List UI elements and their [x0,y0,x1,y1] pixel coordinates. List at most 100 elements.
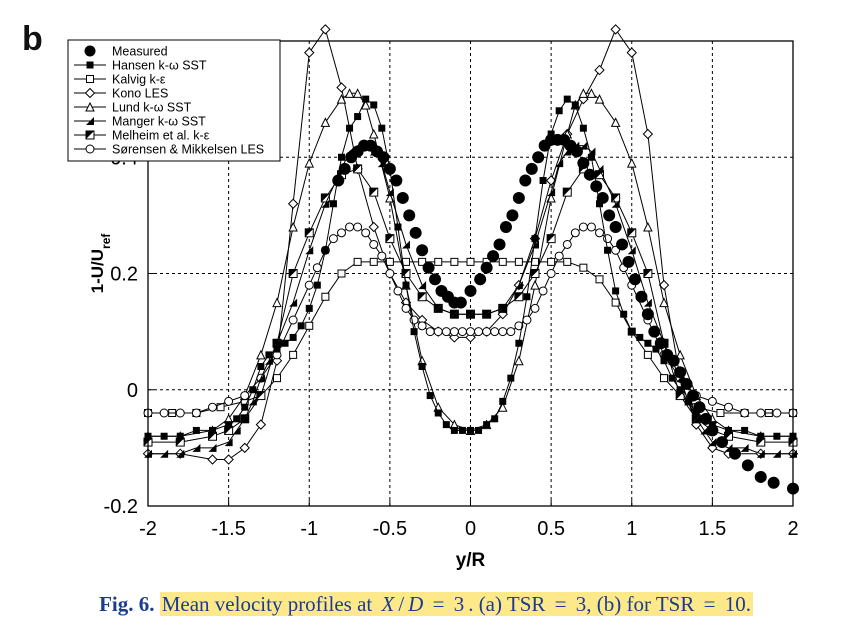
marker-fill [208,432,217,441]
data-point [531,235,539,243]
data-point [321,246,329,254]
x-tick-label: 0 [465,518,476,540]
data-point [426,392,434,400]
data-point [385,188,394,197]
x-tick-label: 0.5 [537,518,565,540]
data-point [249,386,257,394]
data-point [627,246,636,255]
data-point [628,273,641,286]
data-point [377,151,390,164]
data-point [390,174,403,187]
legend-marker [84,45,96,57]
data-point [393,286,403,296]
data-point [741,459,754,472]
data-point [756,449,765,458]
data-point [312,263,322,273]
data-point [725,426,732,434]
marker-fill [176,438,185,447]
data-point [596,191,609,204]
data-point [402,240,410,249]
x-tick-label: -1 [300,518,318,540]
data-point [706,424,719,437]
data-point [223,454,234,465]
data-point [369,239,379,249]
panel-label: b [22,20,43,58]
data-point [539,177,547,184]
data-point [514,292,524,302]
data-point [305,321,314,330]
data-point [636,333,644,341]
data-point [159,408,169,418]
data-point [288,221,298,232]
data-point [240,414,249,423]
data-point [394,223,402,231]
data-point [530,303,540,313]
data-point [475,426,483,434]
data-point [248,397,257,406]
data-point [741,426,749,434]
data-point [579,263,588,272]
data-point [288,269,298,278]
caption-fig-label: Fig. 6. [99,592,155,616]
data-point [338,153,345,161]
data-point [369,257,378,266]
data-point [321,199,330,208]
data-point [409,226,422,239]
caption-x: X [379,592,397,616]
data-point [562,239,572,249]
data-point [767,476,780,489]
data-point [620,310,628,318]
data-point [160,432,168,440]
data-point [337,228,346,238]
data-point [612,287,620,295]
data-point [525,162,538,175]
data-point [643,298,652,307]
data-point [216,403,225,412]
data-point [660,357,668,365]
data-point [514,355,524,366]
data-point [692,414,701,423]
data-point [434,257,443,266]
data-point [616,238,629,251]
data-point [498,304,507,313]
data-point [401,269,411,278]
data-point [273,374,281,383]
data-point [328,234,338,244]
caption-three: 3 [451,592,467,616]
data-point [273,345,281,353]
x-axis-label: y/R [456,550,486,571]
data-point [466,310,475,319]
legend-label: Measured [112,45,168,59]
data-point [643,221,653,232]
data-point [370,101,378,109]
legend-label: Sørensen & Mikkelsen LES [112,143,264,157]
data-point [345,222,355,232]
data-point [728,447,741,460]
caption-eq-b: = [701,592,718,616]
data-point [369,187,379,197]
data-point [586,222,596,232]
data-point [497,402,508,412]
data-point [652,345,660,353]
data-point [554,251,564,261]
marker-fill [385,234,394,243]
legend-item: Kalvig k-ε [74,73,166,87]
data-point [175,408,185,418]
y-tick-label: -0.2 [104,496,138,518]
data-point [483,421,491,429]
legend-label: Kono LES [112,87,168,101]
marker-fill [756,438,765,447]
legend-item: Hansen k-ω SST [74,59,207,73]
data-point [450,310,459,319]
data-point [255,419,267,430]
data-point [281,339,289,347]
data-point [654,337,667,350]
legend-marker [86,61,94,69]
data-point [594,94,605,104]
data-point [297,322,305,330]
data-point [273,339,281,348]
data-point [577,157,590,170]
data-point [622,255,635,268]
data-point [320,24,331,35]
data-point [610,24,621,35]
